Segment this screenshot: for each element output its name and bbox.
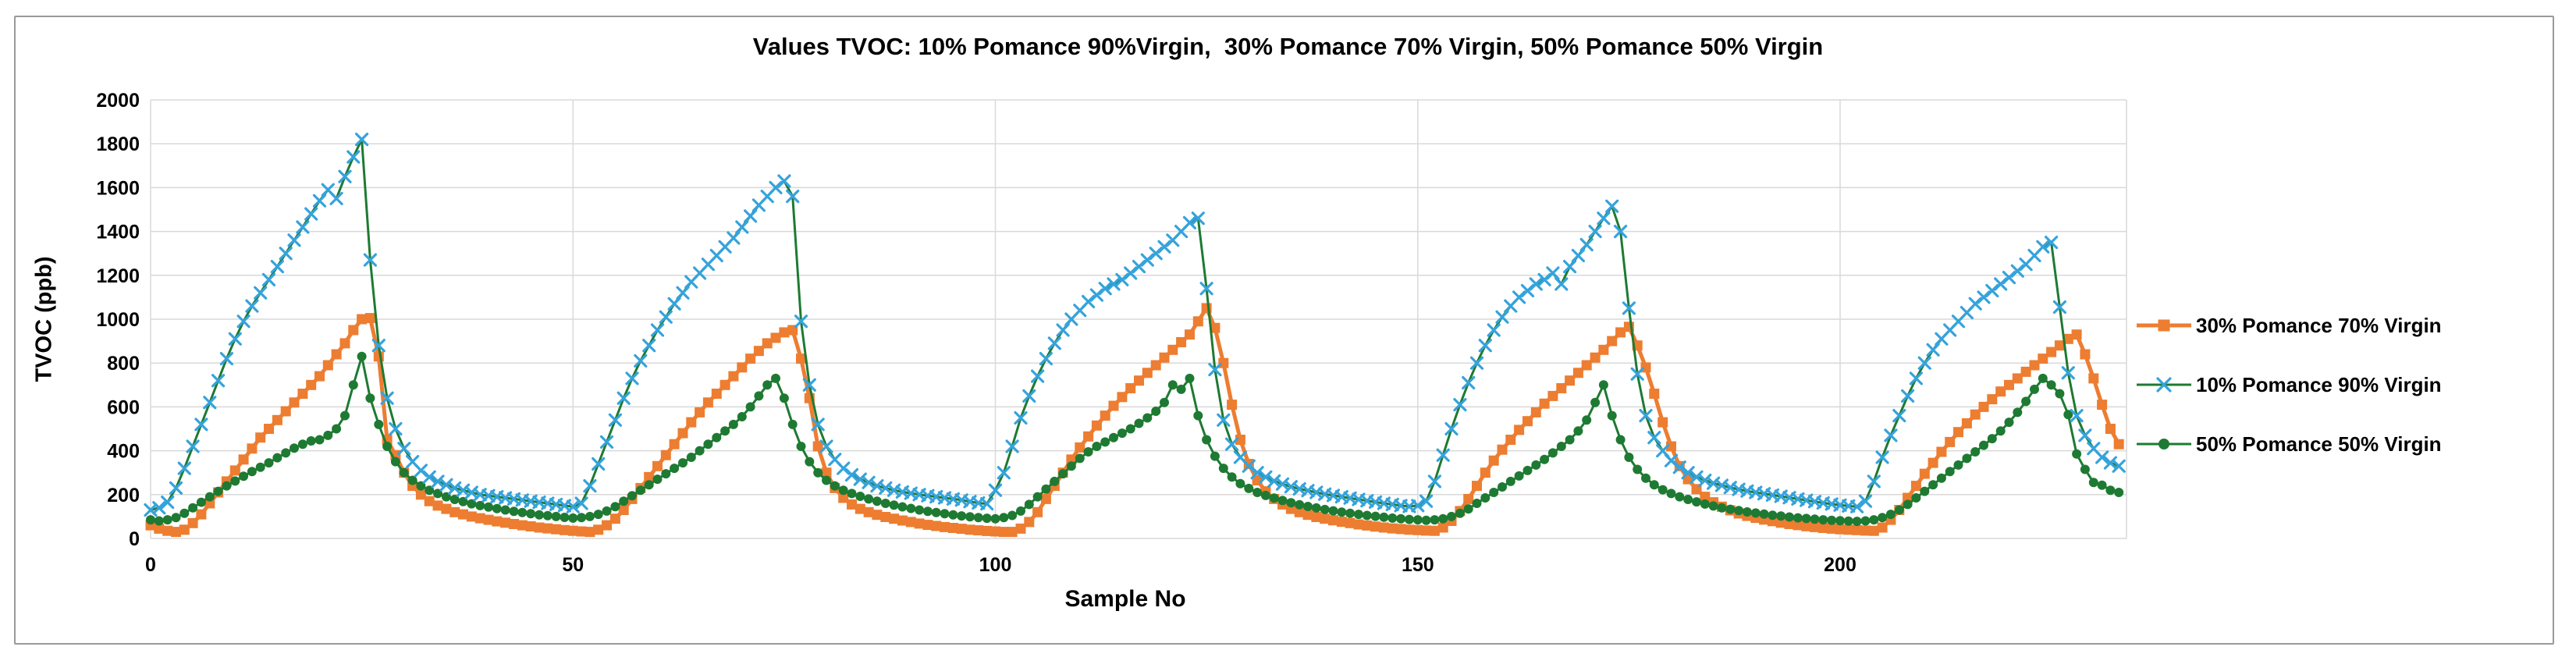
series-30-pomance-70-virgin [145, 303, 2124, 538]
x-tick-label: 50 [562, 554, 584, 576]
chart-title: Values TVOC: 10% Pomance 90%Virgin, 30% … [752, 33, 1824, 60]
y-tick-label: 1400 [96, 222, 140, 243]
green-circle-series-swatch-icon [2135, 433, 2194, 455]
x-tick-label: 200 [1824, 554, 1856, 576]
legend-item-10-pomance: 10% Pomance 90% Virgin [2135, 372, 2442, 396]
y-tick-label: 600 [107, 396, 140, 418]
legend-item-30-pomance: 30% Pomance 70% Virgin [2135, 313, 2442, 337]
x-tick-label: 100 [979, 554, 1012, 576]
series-50-pomance-50-virgin [146, 351, 2124, 527]
x-tick-label: 150 [1402, 554, 1434, 576]
square-markers [145, 303, 2124, 538]
y-tick-label: 1600 [96, 177, 140, 199]
legend-label: 10% Pomance 90% Virgin [2196, 372, 2442, 396]
x-markers [144, 133, 2126, 517]
x-tick-label: 0 [145, 554, 156, 576]
circle-markers [146, 351, 2124, 527]
series-10-pomance-90-virgin [144, 133, 2126, 517]
orange-square-series-swatch-icon [2135, 314, 2194, 336]
y-tick-label: 2000 [96, 90, 140, 112]
y-tick-label: 0 [129, 528, 140, 550]
y-tick-label: 200 [107, 485, 140, 506]
legend-label: 30% Pomance 70% Virgin [2196, 313, 2442, 337]
y-tick-label: 1800 [96, 133, 140, 155]
x-axis-title: Sample No [1064, 586, 1186, 612]
legend-label: 50% Pomance 50% Virgin [2196, 432, 2442, 456]
y-tick-label: 800 [107, 353, 140, 375]
y-tick-label: 400 [107, 441, 140, 463]
chart-frame [14, 16, 2554, 645]
blue-x-series-swatch-icon [2135, 374, 2194, 396]
y-tick-label: 1200 [96, 265, 140, 287]
tick-labels: 0 200 400 600 800 1000 1200 1400 1600 1800 2000 0 50… [96, 90, 1856, 576]
gridlines [150, 99, 2127, 539]
legend-item-50-pomance: 50% Pomance 50% Virgin [2135, 432, 2442, 456]
y-tick-label: 1000 [96, 309, 140, 331]
legend: 30% Pomance 70% Virgin 10% Pomance 90% V… [2135, 313, 2442, 456]
